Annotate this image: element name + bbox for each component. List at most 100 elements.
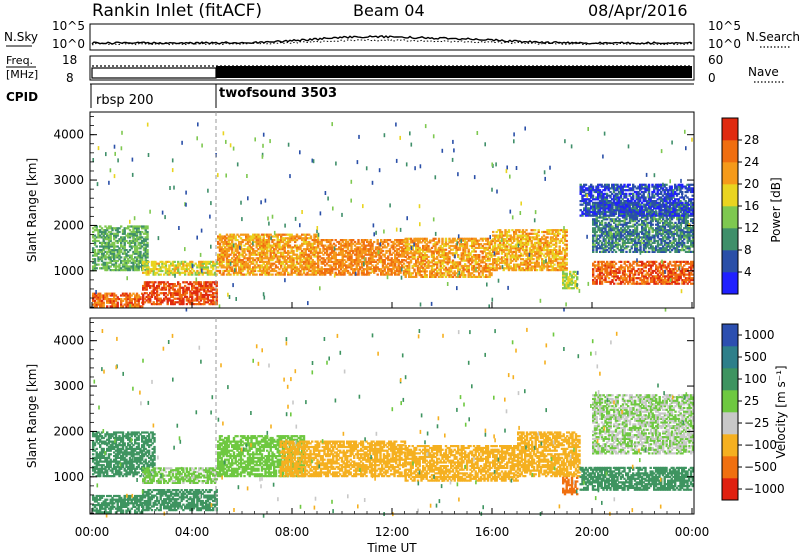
heatmap-cell bbox=[269, 244, 272, 247]
heatmap-cell bbox=[146, 254, 149, 257]
heatmap-cell bbox=[387, 273, 390, 276]
heatmap-cell bbox=[397, 240, 400, 244]
heatmap-cell bbox=[239, 271, 243, 274]
heatmap-cell bbox=[180, 303, 183, 306]
heatmap-cell bbox=[348, 262, 351, 265]
heatmap-cell bbox=[196, 264, 199, 267]
station-title: Rankin Inlet (fitACF) bbox=[92, 1, 262, 21]
heatmap-cell bbox=[100, 267, 104, 270]
heatmap-cell bbox=[262, 262, 265, 265]
heatmap-cell bbox=[234, 260, 237, 263]
heatmap-cell bbox=[206, 284, 210, 288]
heatmap-cell bbox=[343, 273, 346, 276]
heatmap-cell bbox=[100, 249, 104, 252]
heatmap-cell bbox=[297, 273, 300, 276]
heatmap-cell bbox=[394, 269, 397, 273]
heatmap-cell bbox=[130, 234, 133, 237]
heatmap-cell bbox=[205, 283, 208, 286]
heatmap-cell bbox=[334, 239, 337, 242]
heatmap-cell bbox=[336, 260, 339, 263]
heatmap-cell bbox=[95, 305, 98, 308]
heatmap-cell bbox=[102, 303, 105, 306]
heatmap-cell bbox=[212, 273, 215, 276]
heatmap-cell bbox=[107, 249, 111, 252]
heatmap-cell bbox=[276, 237, 279, 240]
heatmap-cell bbox=[121, 238, 125, 241]
heatmap-cell bbox=[406, 270, 409, 273]
heatmap-cell bbox=[135, 256, 139, 259]
heatmap-cell bbox=[225, 237, 229, 240]
heatmap-cell bbox=[146, 245, 149, 248]
heatmap-cell bbox=[222, 257, 225, 260]
heatmap-cell bbox=[311, 246, 314, 249]
heatmap-cell bbox=[229, 266, 232, 269]
heatmap-cell bbox=[199, 286, 203, 289]
heatmap-cell bbox=[203, 299, 206, 302]
heatmap-cell bbox=[595, 279, 598, 282]
heatmap-cell bbox=[259, 242, 262, 245]
heatmap-cell bbox=[210, 299, 213, 302]
heatmap-cell bbox=[145, 266, 148, 269]
heatmap-cell bbox=[313, 268, 316, 271]
heatmap-cell bbox=[100, 258, 104, 261]
heatmap-cell bbox=[114, 236, 118, 239]
heatmap-cell bbox=[121, 245, 125, 248]
heatmap-cell bbox=[123, 245, 126, 248]
heatmap-cell bbox=[355, 242, 358, 245]
heatmap-cell bbox=[266, 240, 269, 244]
heatmap-cell bbox=[367, 273, 371, 276]
heatmap-cell bbox=[395, 268, 399, 271]
heatmap-cell bbox=[332, 264, 336, 267]
heatmap-cell bbox=[329, 248, 332, 251]
heatmap-cell bbox=[302, 233, 306, 236]
heatmap-cell bbox=[409, 261, 413, 264]
heatmap-cell bbox=[406, 252, 409, 255]
heatmap-cell bbox=[394, 246, 397, 249]
heatmap-cell bbox=[288, 260, 292, 263]
heatmap-cell bbox=[276, 246, 279, 249]
heatmap-cell bbox=[301, 242, 304, 245]
heatmap-cell bbox=[149, 269, 152, 273]
heatmap-cell bbox=[409, 237, 413, 240]
heatmap-cell bbox=[352, 271, 355, 274]
heatmap-cell bbox=[299, 264, 302, 267]
heatmap-cell bbox=[164, 260, 168, 263]
heatmap-cell bbox=[149, 292, 152, 295]
heatmap-cell bbox=[357, 260, 360, 263]
heatmap-cell bbox=[565, 272, 568, 275]
heatmap-cell bbox=[175, 268, 178, 271]
heatmap-cell bbox=[313, 248, 316, 251]
heatmap-cell bbox=[352, 259, 355, 262]
heatmap-cell bbox=[346, 251, 350, 254]
heatmap-cell bbox=[145, 284, 148, 288]
heatmap-cell bbox=[259, 259, 262, 262]
heatmap-cell bbox=[171, 303, 175, 306]
heatmap-cell bbox=[113, 259, 116, 263]
heatmap-cell bbox=[127, 225, 130, 228]
heatmap-cell bbox=[241, 264, 244, 267]
heatmap-cell bbox=[273, 253, 276, 256]
heatmap-cell bbox=[132, 305, 135, 308]
heatmap-cell bbox=[156, 292, 159, 295]
heatmap-cell bbox=[388, 248, 392, 251]
heatmap-cell bbox=[271, 259, 274, 262]
heatmap-cell bbox=[227, 240, 230, 244]
heatmap-cell bbox=[341, 266, 344, 269]
heatmap-cell bbox=[111, 259, 114, 263]
heatmap-cell bbox=[175, 297, 178, 300]
heatmap-cell bbox=[252, 251, 255, 254]
heatmap-cell bbox=[185, 295, 189, 298]
heatmap-cell bbox=[182, 290, 185, 293]
heatmap-cell bbox=[411, 272, 414, 275]
heatmap-cell bbox=[404, 255, 407, 258]
heatmap-cell bbox=[260, 266, 264, 269]
heatmap-cell bbox=[252, 244, 255, 247]
heatmap-cell bbox=[317, 240, 320, 244]
heatmap-cell bbox=[180, 295, 183, 298]
heatmap-cell bbox=[147, 283, 150, 286]
heatmap-cell bbox=[173, 288, 176, 291]
heatmap-cell bbox=[329, 253, 332, 256]
heatmap-cell bbox=[245, 233, 248, 236]
heatmap-cell bbox=[144, 250, 147, 253]
heatmap-cell bbox=[224, 240, 227, 244]
